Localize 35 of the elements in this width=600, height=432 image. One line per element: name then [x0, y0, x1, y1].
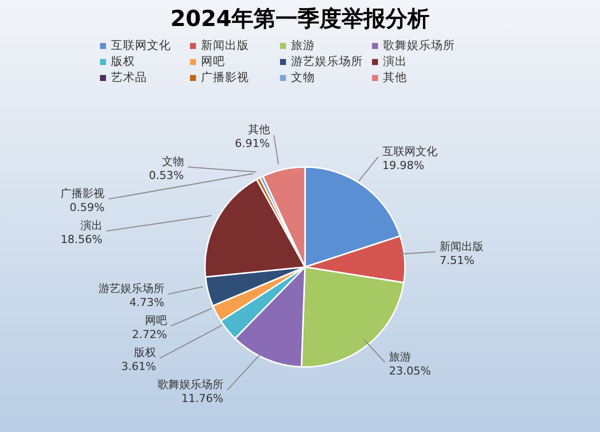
slice-label: 广播影视 — [60, 187, 105, 200]
legend-label: 游艺娱乐场所 — [290, 54, 364, 69]
data-label: 0.53% — [148, 169, 184, 182]
slice-label: 文物 — [162, 155, 184, 168]
slice-label: 游艺娱乐场所 — [98, 282, 164, 296]
data-label: 7.51% — [440, 254, 475, 267]
slice-label: 旅游 — [389, 350, 412, 364]
data-label: 3.61% — [121, 360, 156, 374]
legend-label: 歌舞娱乐场所 — [382, 38, 456, 53]
slice-label: 互联网文化 — [382, 144, 438, 158]
data-label: 23.05% — [389, 364, 431, 378]
chart-title: 2024年第一季度举报分析 — [169, 6, 431, 34]
legend-label: 网吧 — [200, 54, 226, 69]
data-label: 2.72% — [132, 328, 167, 342]
data-label: 19.98% — [382, 158, 424, 172]
slice-label: 版权 — [134, 346, 156, 360]
legend-label: 其他 — [382, 70, 408, 85]
slice-label: 网吧 — [144, 314, 167, 328]
data-label: 18.56% — [60, 233, 103, 246]
data-label: 11.76% — [181, 392, 224, 406]
legend-label: 文物 — [290, 70, 316, 85]
data-label: 6.91% — [234, 137, 270, 150]
slice-label: 新闻出版 — [440, 240, 484, 253]
slice-label: 歌舞娱乐场所 — [157, 378, 224, 392]
slice-label: 演出 — [80, 219, 103, 232]
legend-label: 新闻出版 — [200, 38, 250, 53]
data-label: 0.59% — [70, 201, 105, 214]
legend-label: 广播影视 — [200, 70, 250, 85]
slice-label: 其他 — [248, 123, 270, 136]
legend-label: 艺术品 — [110, 70, 148, 85]
data-label: 4.73% — [129, 296, 164, 310]
category-label: 旅游 — [291, 38, 315, 52]
legend-label: 演出 — [382, 54, 408, 69]
legend-label: 互联网文化 — [110, 38, 172, 53]
legend-label: 版权 — [110, 54, 136, 69]
